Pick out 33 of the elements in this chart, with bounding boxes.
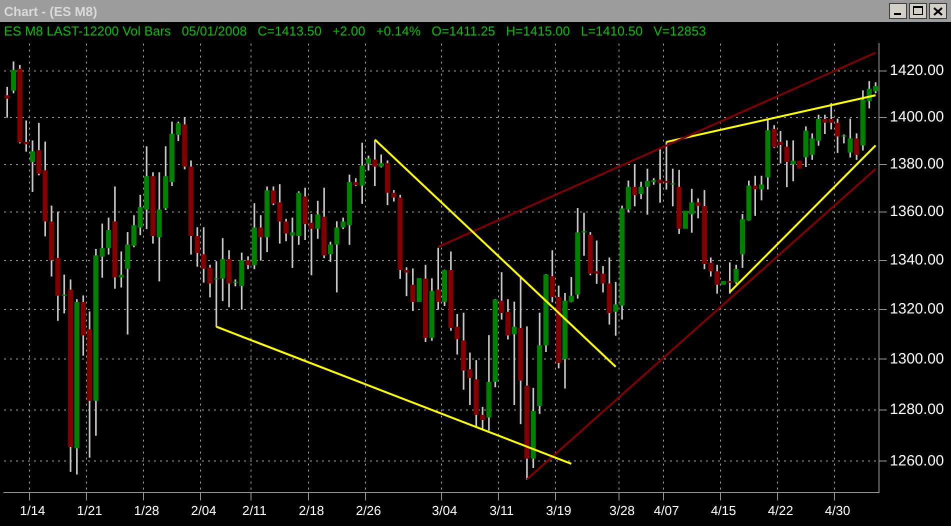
x-tick-label: 4/30 <box>824 502 850 518</box>
candlestick <box>758 176 764 200</box>
y-tick-label: 1380.00 <box>890 155 944 172</box>
x-tick-label: 1/28 <box>134 502 160 518</box>
y-tick-label: 1420.00 <box>890 62 944 80</box>
chart-subtitle: ES M8 LAST-12200 Vol Bars 05/01/2008 C=1413.50 +2.00 +0.14% O=1411.25 H=1415.00 L=1410.50 V=12853 <box>4 23 706 38</box>
candlestick <box>404 267 410 296</box>
y-tick-label: 1260.00 <box>890 452 944 470</box>
y-tick-label: 1300.00 <box>890 350 944 368</box>
x-tick-label: 2/26 <box>356 502 382 518</box>
candlestick <box>30 140 36 192</box>
x-tick-label: 1/14 <box>20 502 46 518</box>
candlestick <box>797 160 802 169</box>
candlestick <box>581 212 587 256</box>
x-tick-label: 2/04 <box>191 502 216 518</box>
candlestick <box>720 281 726 285</box>
candlestick <box>416 278 422 302</box>
y-tick-label: 1360.00 <box>890 203 944 220</box>
x-tick-label: 3/04 <box>432 502 458 518</box>
x-tick-label: 3/11 <box>489 502 514 518</box>
x-tick-label: 3/28 <box>609 502 635 518</box>
x-tick-label: 4/15 <box>710 502 736 518</box>
x-tick-label: 3/19 <box>546 502 572 518</box>
x-tick-label: 2/18 <box>298 502 324 518</box>
x-tick-label: 1/21 <box>76 502 102 518</box>
y-tick-label: 1280.00 <box>890 400 944 418</box>
y-tick-label: 1320.00 <box>890 300 944 318</box>
x-tick-label: 2/11 <box>242 502 267 518</box>
x-tick-label: 4/22 <box>768 502 794 518</box>
y-tick-label: 1400.00 <box>890 108 944 126</box>
chart-title: Chart - (ES M8) <box>4 4 98 18</box>
y-tick-label: 1340.00 <box>890 251 944 268</box>
x-tick-label: 4/07 <box>654 502 680 518</box>
